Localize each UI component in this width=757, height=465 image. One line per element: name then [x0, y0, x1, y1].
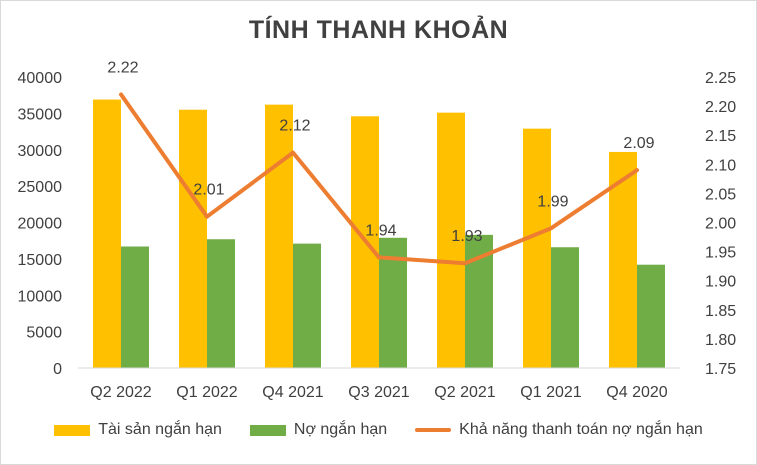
y-left-tick-label: 35000 [18, 106, 63, 123]
bar-current-liabilities [293, 243, 321, 368]
legend-item-current-assets: Tài sản ngắn hạn [54, 421, 222, 439]
x-tick-label: Q4 2020 [606, 384, 667, 401]
ratio-data-label: 2.09 [623, 135, 654, 152]
bar-current-assets [93, 99, 121, 369]
y-right-tick-label: 2.15 [705, 128, 736, 145]
legend-item-current-liabilities: Nợ ngắn hạn [249, 421, 388, 439]
legend: Tài sản ngắn hạn Nợ ngắn hạn Khả năng th… [0, 421, 757, 439]
x-tick-label: Q4 2021 [262, 384, 323, 401]
ratio-data-label: 2.01 [193, 182, 224, 199]
y-right-tick-label: 2.10 [705, 157, 736, 174]
ratio-data-label: 2.22 [107, 59, 138, 76]
bar-current-liabilities [551, 247, 579, 368]
bar-current-assets [179, 109, 207, 369]
data-labels: 2.22 2.01 2.12 1.94 1.93 1.99 2.09 [107, 59, 654, 245]
legend-label-current-ratio: Khả năng thanh toán nợ ngắn hạn [459, 421, 703, 438]
y-right-tick-label: 1.90 [705, 274, 736, 291]
x-tick-label: Q1 2021 [520, 384, 581, 401]
y-left-tick-label: 0 [53, 361, 62, 378]
y-left-tick-label: 25000 [18, 179, 63, 196]
y-right-tick-label: 1.75 [705, 361, 736, 378]
y-right-tick-label: 2.00 [705, 216, 736, 233]
y-left-tick-label: 15000 [18, 252, 63, 269]
y-right-tick-label: 1.80 [705, 332, 736, 349]
legend-label-current-liabilities: Nợ ngắn hạn [293, 421, 388, 438]
combo-chart: 0 5000 10000 15000 20000 25000 30000 35000 40000… [18, 59, 737, 401]
ratio-data-label: 2.12 [279, 118, 310, 135]
bar-current-liabilities [207, 239, 235, 368]
bar-current-liabilities [121, 246, 149, 368]
bar-group [93, 99, 665, 369]
x-tick-label: Q1 2022 [176, 384, 237, 401]
x-tick-label: Q3 2021 [348, 384, 409, 401]
y-left-tick-label: 30000 [18, 143, 63, 160]
y-left-tick-label: 40000 [18, 70, 63, 87]
bar-current-assets [523, 128, 551, 368]
x-tick-label: Q2 2022 [90, 384, 151, 401]
bar-current-assets [437, 112, 465, 369]
legend-swatch-current-assets [54, 424, 91, 436]
y-right-axis: 1.75 1.80 1.85 1.90 1.95 2.00 2.05 2.10 2.15 2.20… [705, 70, 736, 378]
y-right-tick-label: 1.95 [705, 245, 736, 262]
x-axis: Q2 2022 Q1 2022 Q4 2021 Q3 2021 Q2 2021 Q1 20… [90, 384, 667, 401]
bar-current-assets [265, 104, 293, 369]
y-right-tick-label: 2.25 [705, 70, 736, 87]
y-left-tick-label: 20000 [18, 216, 63, 233]
ratio-line [119, 92, 639, 266]
bar-current-liabilities [637, 264, 665, 368]
ratio-data-label: 1.94 [365, 222, 396, 239]
y-left-axis: 0 5000 10000 15000 20000 25000 30000 35000 40000 [18, 70, 63, 378]
ratio-data-label: 1.93 [451, 228, 482, 245]
chart-title: TÍNH THANH KHOẢN [248, 16, 509, 44]
y-right-tick-label: 1.85 [705, 303, 736, 320]
legend-label-current-assets: Tài sản ngắn hạn [98, 421, 222, 438]
legend-item-current-ratio: Khả năng thanh toán nợ ngắn hạn [415, 421, 703, 439]
y-left-tick-label: 10000 [18, 288, 63, 305]
y-left-tick-label: 5000 [26, 325, 62, 342]
y-right-tick-label: 2.20 [705, 99, 736, 116]
y-right-tick-label: 2.05 [705, 186, 736, 203]
x-tick-label: Q2 2021 [434, 384, 495, 401]
legend-swatch-current-ratio [415, 428, 452, 432]
ratio-data-label: 1.99 [537, 193, 568, 210]
legend-swatch-current-liabilities [249, 424, 286, 436]
